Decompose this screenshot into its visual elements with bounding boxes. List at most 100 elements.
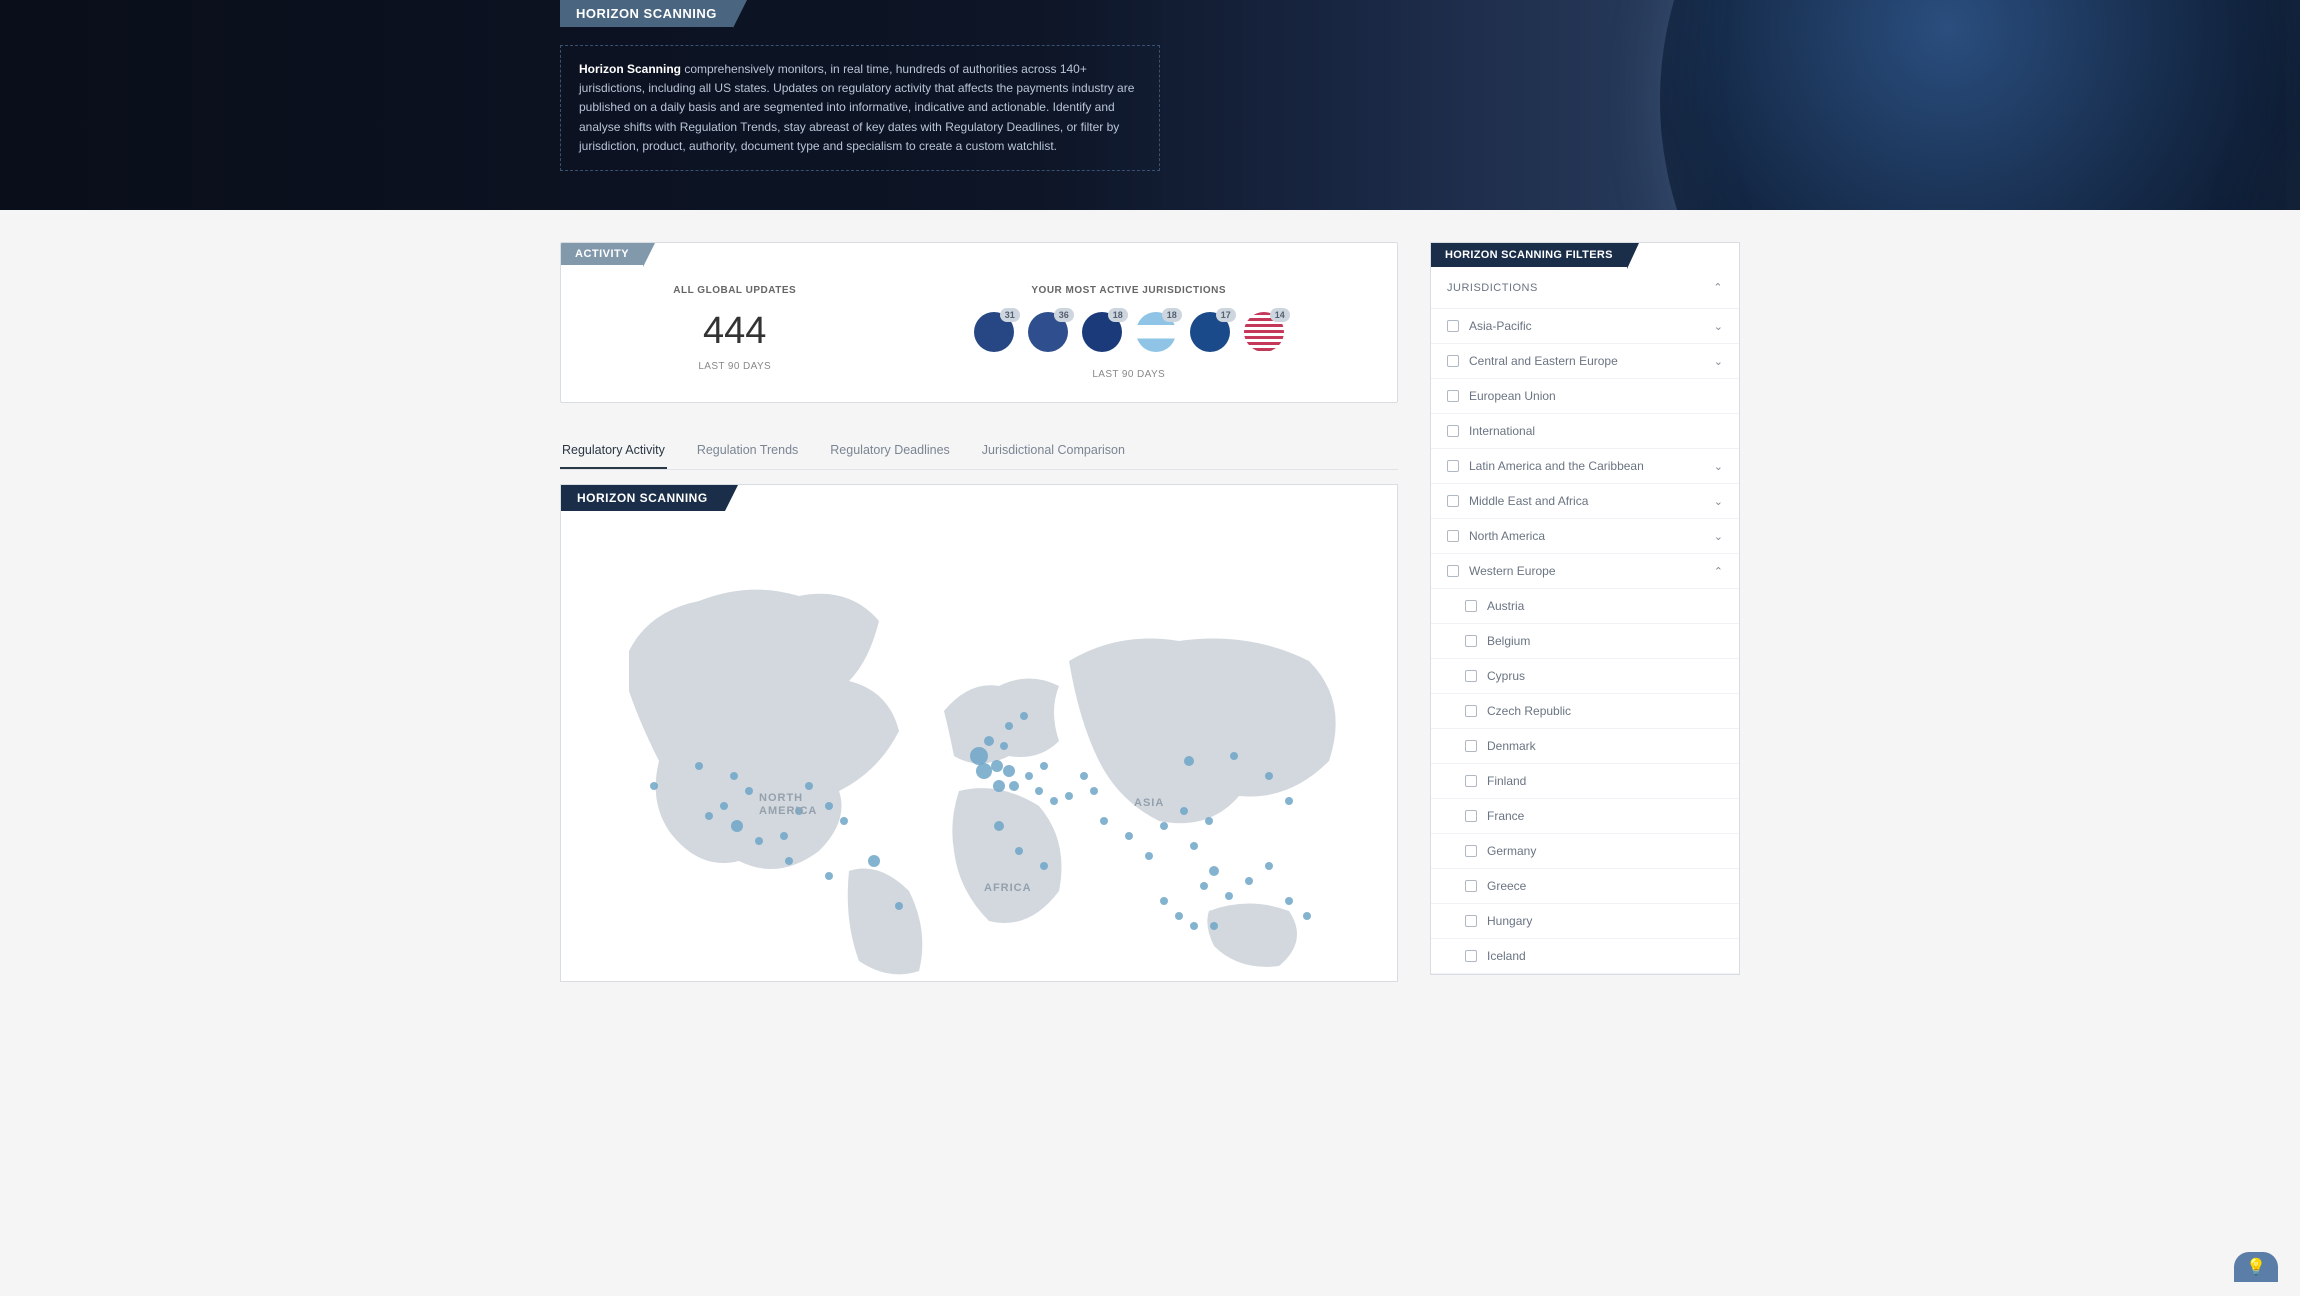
map-dot[interactable] bbox=[825, 872, 833, 880]
map-dot[interactable] bbox=[1180, 807, 1188, 815]
map-dot[interactable] bbox=[780, 832, 788, 840]
tab-regulation-trends[interactable]: Regulation Trends bbox=[695, 433, 800, 469]
checkbox[interactable] bbox=[1465, 670, 1477, 682]
checkbox[interactable] bbox=[1465, 845, 1477, 857]
filter-region-middle-east-and-africa[interactable]: Middle East and Africa⌄ bbox=[1431, 484, 1739, 519]
map-dot[interactable] bbox=[805, 782, 813, 790]
map-dot[interactable] bbox=[1000, 742, 1008, 750]
map-dot[interactable] bbox=[1210, 922, 1218, 930]
map-dot[interactable] bbox=[695, 762, 703, 770]
filter-country-denmark[interactable]: Denmark bbox=[1431, 729, 1739, 764]
filter-country-hungary[interactable]: Hungary bbox=[1431, 904, 1739, 939]
filter-country-cyprus[interactable]: Cyprus bbox=[1431, 659, 1739, 694]
filter-region-asia-pacific[interactable]: Asia-Pacific⌄ bbox=[1431, 309, 1739, 344]
map-dot[interactable] bbox=[976, 763, 992, 779]
map-dot[interactable] bbox=[1100, 817, 1108, 825]
map-dot[interactable] bbox=[984, 736, 994, 746]
checkbox[interactable] bbox=[1447, 460, 1459, 472]
map-dot[interactable] bbox=[720, 802, 728, 810]
checkbox[interactable] bbox=[1447, 320, 1459, 332]
map-dot[interactable] bbox=[785, 857, 793, 865]
flag-argentina[interactable]: 18 bbox=[1136, 312, 1176, 357]
map-dot[interactable] bbox=[1265, 772, 1273, 780]
map-dot[interactable] bbox=[1230, 752, 1238, 760]
filter-country-greece[interactable]: Greece bbox=[1431, 869, 1739, 904]
map-dot[interactable] bbox=[994, 821, 1004, 831]
tab-regulatory-activity[interactable]: Regulatory Activity bbox=[560, 433, 667, 469]
map-dot[interactable] bbox=[1065, 792, 1073, 800]
map-dot[interactable] bbox=[1040, 862, 1048, 870]
map-dot[interactable] bbox=[745, 787, 753, 795]
filter-region-international[interactable]: International bbox=[1431, 414, 1739, 449]
checkbox[interactable] bbox=[1447, 565, 1459, 577]
filter-country-austria[interactable]: Austria bbox=[1431, 589, 1739, 624]
map-dot[interactable] bbox=[1040, 762, 1048, 770]
flag-united-states[interactable]: 14 bbox=[1244, 312, 1284, 357]
flag-european-union[interactable]: 36 bbox=[1028, 312, 1068, 357]
map-dot[interactable] bbox=[1160, 897, 1168, 905]
tab-jurisdictional-comparison[interactable]: Jurisdictional Comparison bbox=[980, 433, 1127, 469]
checkbox[interactable] bbox=[1447, 530, 1459, 542]
map-dot[interactable] bbox=[731, 820, 743, 832]
map-dot[interactable] bbox=[1020, 712, 1028, 720]
map-dot[interactable] bbox=[730, 772, 738, 780]
filter-region-north-america[interactable]: North America⌄ bbox=[1431, 519, 1739, 554]
map-dot[interactable] bbox=[868, 855, 880, 867]
map-dot[interactable] bbox=[1050, 797, 1058, 805]
flag-australia[interactable]: 18 bbox=[1082, 312, 1122, 357]
map-dot[interactable] bbox=[1184, 756, 1194, 766]
map-dot[interactable] bbox=[1160, 822, 1168, 830]
checkbox[interactable] bbox=[1465, 950, 1477, 962]
map-dot[interactable] bbox=[1285, 797, 1293, 805]
checkbox[interactable] bbox=[1465, 810, 1477, 822]
map-dot[interactable] bbox=[1225, 892, 1233, 900]
filter-country-germany[interactable]: Germany bbox=[1431, 834, 1739, 869]
checkbox[interactable] bbox=[1465, 775, 1477, 787]
map-dot[interactable] bbox=[1025, 772, 1033, 780]
map-dot[interactable] bbox=[840, 817, 848, 825]
map-dot[interactable] bbox=[825, 802, 833, 810]
checkbox[interactable] bbox=[1465, 740, 1477, 752]
filter-country-czech-republic[interactable]: Czech Republic bbox=[1431, 694, 1739, 729]
map-dot[interactable] bbox=[755, 837, 763, 845]
map-dot[interactable] bbox=[1190, 842, 1198, 850]
map-dot[interactable] bbox=[705, 812, 713, 820]
filter-region-european-union[interactable]: European Union bbox=[1431, 379, 1739, 414]
flag-united-kingdom[interactable]: 31 bbox=[974, 312, 1014, 357]
filter-country-iceland[interactable]: Iceland bbox=[1431, 939, 1739, 974]
filter-country-france[interactable]: France bbox=[1431, 799, 1739, 834]
map-dot[interactable] bbox=[1125, 832, 1133, 840]
checkbox[interactable] bbox=[1465, 705, 1477, 717]
map-dot[interactable] bbox=[1190, 922, 1198, 930]
map-dot[interactable] bbox=[991, 760, 1003, 772]
map-dot[interactable] bbox=[1175, 912, 1183, 920]
filter-region-western-europe[interactable]: Western Europe⌃ bbox=[1431, 554, 1739, 589]
filter-country-belgium[interactable]: Belgium bbox=[1431, 624, 1739, 659]
map-dot[interactable] bbox=[1003, 765, 1015, 777]
map-dot[interactable] bbox=[1285, 897, 1293, 905]
filter-region-central-and-eastern-europe[interactable]: Central and Eastern Europe⌄ bbox=[1431, 344, 1739, 379]
filter-section-jurisdictions[interactable]: JURISDICTIONS ⌃ bbox=[1431, 267, 1739, 309]
map-dot[interactable] bbox=[1200, 882, 1208, 890]
map-dot[interactable] bbox=[650, 782, 658, 790]
map-dot[interactable] bbox=[1205, 817, 1213, 825]
checkbox[interactable] bbox=[1447, 425, 1459, 437]
map-dot[interactable] bbox=[895, 902, 903, 910]
map-dot[interactable] bbox=[970, 747, 988, 765]
filter-country-finland[interactable]: Finland bbox=[1431, 764, 1739, 799]
map-dot[interactable] bbox=[1080, 772, 1088, 780]
checkbox[interactable] bbox=[1447, 390, 1459, 402]
map-dot[interactable] bbox=[1245, 877, 1253, 885]
map-dot[interactable] bbox=[1209, 866, 1219, 876]
checkbox[interactable] bbox=[1447, 495, 1459, 507]
checkbox[interactable] bbox=[1465, 915, 1477, 927]
map-dot[interactable] bbox=[1005, 722, 1013, 730]
filter-region-latin-america-and-the-caribbean[interactable]: Latin America and the Caribbean⌄ bbox=[1431, 449, 1739, 484]
checkbox[interactable] bbox=[1465, 880, 1477, 892]
map-dot[interactable] bbox=[1303, 912, 1311, 920]
flag-iceland[interactable]: 17 bbox=[1190, 312, 1230, 357]
tab-regulatory-deadlines[interactable]: Regulatory Deadlines bbox=[828, 433, 952, 469]
help-button[interactable]: 💡 bbox=[2234, 1252, 2278, 1282]
map-dot[interactable] bbox=[1090, 787, 1098, 795]
map-dot[interactable] bbox=[993, 780, 1005, 792]
